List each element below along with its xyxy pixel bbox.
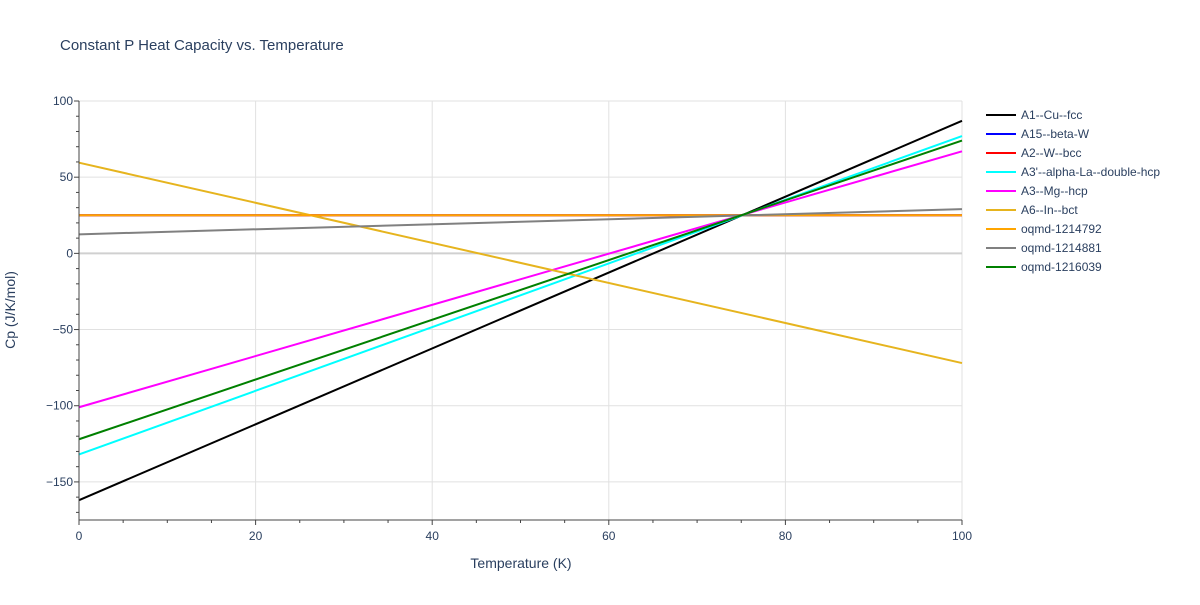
legend-item[interactable]: A3--Mg--hcp <box>986 184 1088 198</box>
series-line[interactable] <box>78 150 963 409</box>
x-axis-title: Temperature (K) <box>470 555 571 571</box>
legend-label: A1--Cu--fcc <box>1021 108 1082 122</box>
series-line[interactable] <box>78 208 963 236</box>
y-axis-title: Cp (J/K/mol) <box>2 271 18 349</box>
x-tick-label: 40 <box>426 529 440 543</box>
legend-label: A3--Mg--hcp <box>1021 184 1088 198</box>
legend-item[interactable]: A3'--alpha-La--double-hcp <box>986 165 1160 179</box>
series-line[interactable] <box>78 161 963 365</box>
legend-label: A6--In--bct <box>1021 203 1078 217</box>
series-layer <box>78 119 963 502</box>
legend-item[interactable]: A2--W--bcc <box>986 146 1081 160</box>
y-tick-label: 0 <box>66 246 73 260</box>
legend-item[interactable]: A6--In--bct <box>986 203 1078 217</box>
legend-item[interactable]: oqmd-1214881 <box>986 241 1102 255</box>
axes-layer: 0 20 40 60 80 100 −150 −100 −50 0 50 100 <box>46 94 972 543</box>
y-tick-label: −50 <box>53 323 74 337</box>
legend-label: A3'--alpha-La--double-hcp <box>1021 165 1160 179</box>
y-tick-label: −150 <box>46 475 73 489</box>
legend-label: A15--beta-W <box>1021 127 1090 141</box>
x-tick-label: 60 <box>602 529 616 543</box>
y-tick-label: 50 <box>60 170 74 184</box>
y-tick-label: 100 <box>53 94 73 108</box>
legend[interactable]: A1--Cu--fcc A15--beta-W A2--W--bcc A3'--alp… <box>986 108 1160 274</box>
x-tick-label: 100 <box>952 529 972 543</box>
grid-layer <box>79 100 963 520</box>
legend-item[interactable]: A1--Cu--fcc <box>986 108 1082 122</box>
y-tick-label: −100 <box>46 399 73 413</box>
legend-label: A2--W--bcc <box>1021 146 1081 160</box>
chart-title: Constant P Heat Capacity vs. Temperature <box>60 37 344 54</box>
series-line[interactable] <box>78 139 963 441</box>
series-line[interactable] <box>78 119 963 502</box>
legend-label: oqmd-1216039 <box>1021 260 1102 274</box>
legend-item[interactable]: A15--beta-W <box>986 127 1090 141</box>
series-line[interactable] <box>78 135 963 456</box>
legend-label: oqmd-1214792 <box>1021 222 1102 236</box>
legend-item[interactable]: oqmd-1214792 <box>986 222 1102 236</box>
x-tick-label: 20 <box>249 529 263 543</box>
x-tick-label: 80 <box>779 529 793 543</box>
x-tick-label: 0 <box>76 529 83 543</box>
legend-label: oqmd-1214881 <box>1021 241 1102 255</box>
legend-item[interactable]: oqmd-1216039 <box>986 260 1102 274</box>
